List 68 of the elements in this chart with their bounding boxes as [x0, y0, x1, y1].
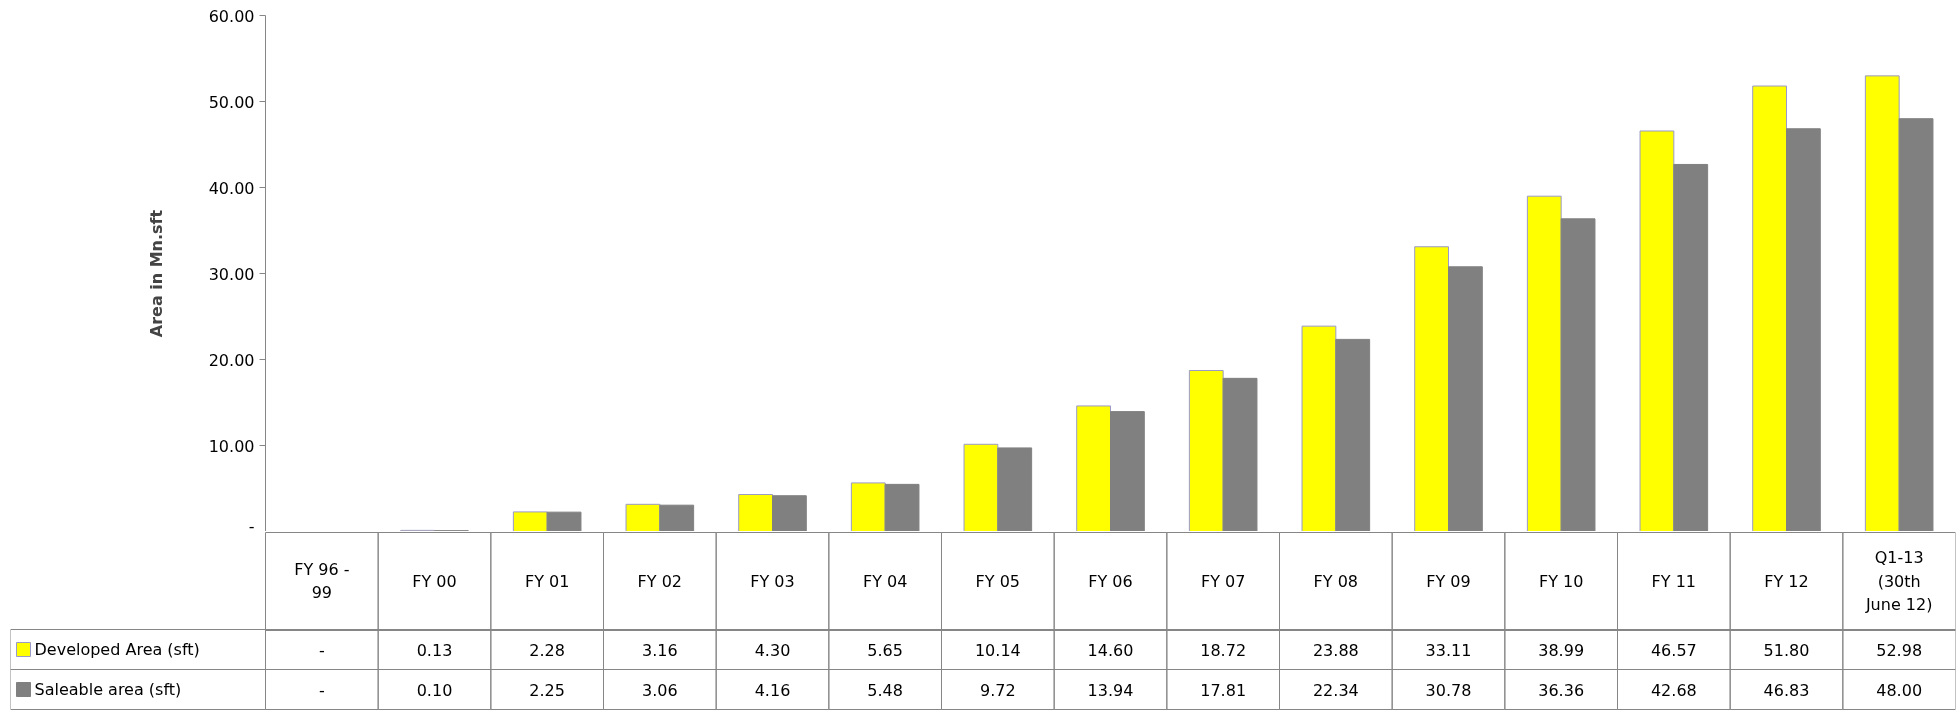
x-tick-label: FY 05: [975, 571, 1021, 591]
data-label: 14.60: [1087, 640, 1134, 660]
x-tick-label: FY 04: [862, 571, 908, 591]
data-label: 52.98: [1876, 640, 1923, 660]
legend-label: Developed Area (sft): [34, 640, 200, 659]
bar: [1301, 325, 1337, 531]
data-label: 4.30: [754, 640, 791, 660]
data-label: 30.78: [1425, 680, 1472, 700]
y-tick-label: 20.00: [208, 350, 255, 370]
y-tick-label: -: [248, 516, 255, 536]
legend-label: Saleable area (sft): [34, 680, 182, 699]
x-tick-label: FY 01: [524, 571, 570, 591]
data-label: 5.65: [867, 640, 903, 660]
x-tick-label: Q1-13 (30th June 12): [1864, 547, 1933, 615]
y-tick-label: 30.00: [208, 264, 255, 284]
data-label: 3.06: [642, 680, 678, 700]
y-tick-label: 50.00: [208, 92, 255, 112]
data-label: 0.10: [416, 680, 453, 700]
data-label: 5.48: [867, 680, 903, 700]
x-tick-label: FY 00: [412, 571, 457, 591]
bar: [1864, 75, 1900, 531]
bar: [1639, 130, 1675, 531]
x-tick-label: FY 11: [1651, 571, 1697, 591]
data-label: 36.36: [1538, 680, 1585, 700]
data-label: 46.57: [1650, 640, 1697, 660]
bar: [1752, 85, 1787, 531]
data-label: 2.25: [529, 680, 565, 700]
data-label: 3.16: [642, 640, 678, 660]
y-tick-label: 10.00: [208, 436, 255, 456]
data-label: 10.14: [974, 640, 1021, 660]
data-label: 42.68: [1650, 680, 1697, 700]
data-label: 13.94: [1087, 680, 1134, 700]
x-tick-label: FY 06: [1088, 571, 1133, 591]
data-label: 9.72: [980, 680, 1016, 700]
x-tick-label: FY 10: [1538, 571, 1584, 591]
x-tick-label: FY 09: [1426, 571, 1471, 591]
x-tick-label: FY 02: [637, 571, 683, 591]
bar: [738, 494, 773, 531]
data-label: 48.00: [1876, 680, 1923, 700]
y-tick-label: 60.00: [208, 6, 255, 26]
bar: [512, 511, 548, 531]
data-label: 38.99: [1538, 640, 1585, 660]
bar: [625, 503, 661, 531]
x-tick-label: FY 12: [1764, 571, 1809, 591]
data-label: 0.13: [416, 640, 453, 660]
data-label: -: [318, 640, 325, 660]
y-tick-label: 40.00: [208, 178, 255, 198]
bar: [963, 443, 999, 531]
data-label: -: [318, 680, 325, 700]
data-label: 4.16: [754, 680, 791, 700]
data-label: 2.28: [529, 640, 565, 660]
bar: [850, 482, 886, 531]
data-label: 23.88: [1312, 640, 1359, 660]
bar: [1526, 195, 1562, 531]
bar: [1414, 246, 1449, 531]
data-label: 46.83: [1763, 680, 1810, 700]
x-tick-label: FY 96 - 99: [294, 559, 350, 603]
data-label: 33.11: [1425, 640, 1472, 660]
y-axis-title: Area in Mn.sft: [146, 209, 166, 338]
data-label: 51.80: [1763, 640, 1810, 660]
x-tick-label: FY 03: [750, 571, 795, 591]
x-tick-label: FY 08: [1313, 571, 1359, 591]
data-label: 17.81: [1200, 680, 1247, 700]
data-label: 22.34: [1312, 680, 1359, 700]
bar: [1076, 405, 1111, 531]
bar: [1188, 370, 1224, 531]
x-tick-label: FY 07: [1200, 571, 1246, 591]
data-label: 18.72: [1200, 640, 1247, 660]
